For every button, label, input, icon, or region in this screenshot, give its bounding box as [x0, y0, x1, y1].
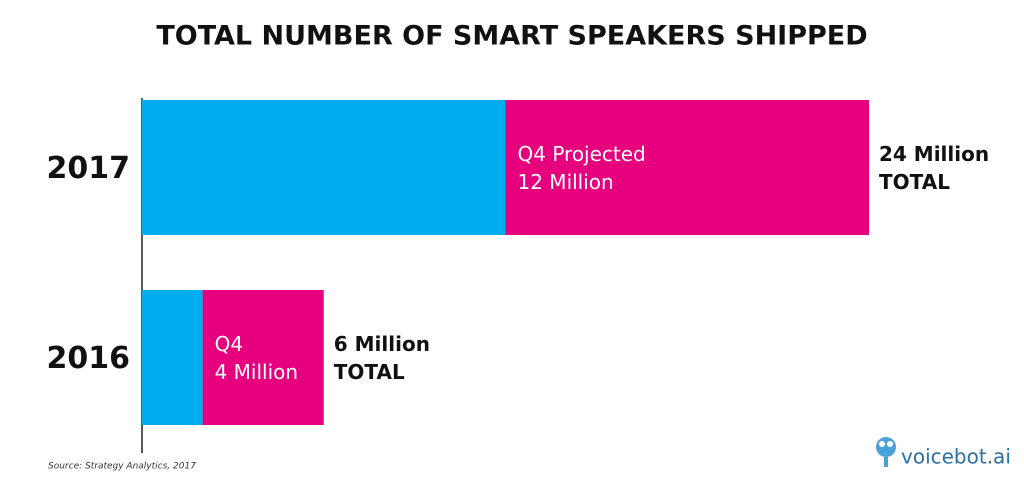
logo-icon	[876, 437, 896, 467]
value-label: 4 Million	[215, 360, 298, 384]
segment-label: Q4 Projected	[518, 142, 646, 166]
value-label: 12 Million	[518, 170, 614, 194]
bar-segment	[202, 290, 324, 425]
total-caption: TOTAL	[334, 360, 405, 384]
chart-title: TOTAL NUMBER OF SMART SPEAKERS SHIPPED	[156, 21, 867, 52]
bar-segment	[142, 100, 506, 235]
total-label: 24 Million	[879, 142, 989, 166]
bar-segment	[142, 290, 203, 425]
segment-label: Q4	[215, 332, 243, 356]
total-caption: TOTAL	[879, 170, 950, 194]
logo-text: voicebot.ai	[901, 445, 1011, 469]
bar-segment	[505, 100, 869, 235]
y-tick-label: 2017	[47, 151, 131, 186]
total-label: 6 Million	[334, 332, 430, 356]
y-tick-label: 2016	[47, 341, 131, 376]
source: Source: Strategy Analytics, 2017	[48, 462, 196, 472]
